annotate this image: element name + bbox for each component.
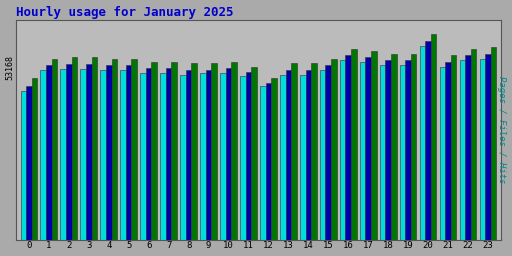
Bar	[152, 62, 157, 240]
Bar	[451, 55, 456, 240]
Bar	[271, 78, 277, 240]
Bar	[440, 67, 445, 240]
Bar	[490, 47, 496, 240]
Bar	[371, 50, 376, 240]
Y-axis label: Pages / Files / Hits: Pages / Files / Hits	[498, 76, 506, 184]
Bar	[26, 86, 32, 240]
Bar	[351, 49, 356, 240]
Bar	[266, 83, 271, 240]
Bar	[331, 59, 337, 240]
Bar	[291, 63, 297, 240]
Bar	[172, 62, 177, 240]
Bar	[386, 60, 391, 240]
Bar	[126, 65, 132, 240]
Bar	[300, 75, 306, 240]
Bar	[46, 65, 52, 240]
Bar	[100, 70, 106, 240]
Bar	[471, 49, 476, 240]
Bar	[240, 77, 246, 240]
Bar	[86, 65, 92, 240]
Bar	[260, 86, 266, 240]
Bar	[120, 70, 126, 240]
Bar	[226, 68, 231, 240]
Bar	[286, 70, 291, 240]
Bar	[431, 34, 436, 240]
Bar	[160, 73, 166, 240]
Bar	[445, 62, 451, 240]
Bar	[251, 67, 257, 240]
Bar	[306, 70, 311, 240]
Bar	[166, 68, 172, 240]
Bar	[180, 75, 186, 240]
Bar	[60, 69, 66, 240]
Bar	[380, 65, 386, 240]
Bar	[280, 75, 286, 240]
Bar	[112, 59, 117, 240]
Bar	[52, 59, 57, 240]
Bar	[246, 72, 251, 240]
Bar	[20, 91, 26, 240]
Bar	[211, 63, 217, 240]
Bar	[425, 41, 431, 240]
Bar	[326, 65, 331, 240]
Bar	[340, 60, 346, 240]
Bar	[406, 60, 411, 240]
Bar	[80, 69, 86, 240]
Bar	[220, 73, 226, 240]
Bar	[200, 73, 206, 240]
Bar	[32, 78, 37, 240]
Bar	[366, 57, 371, 240]
Bar	[106, 65, 112, 240]
Bar	[191, 63, 197, 240]
Bar	[146, 68, 152, 240]
Bar	[231, 62, 237, 240]
Bar	[485, 54, 490, 240]
Bar	[400, 65, 406, 240]
Bar	[411, 54, 416, 240]
Bar	[132, 59, 137, 240]
Bar	[465, 55, 471, 240]
Bar	[186, 70, 191, 240]
Bar	[320, 70, 326, 240]
Bar	[360, 62, 366, 240]
Bar	[92, 57, 97, 240]
Bar	[311, 63, 317, 240]
Bar	[72, 57, 77, 240]
Bar	[480, 59, 485, 240]
Bar	[346, 55, 351, 240]
Bar	[460, 60, 465, 240]
Bar	[40, 70, 46, 240]
Bar	[206, 70, 211, 240]
Bar	[66, 65, 72, 240]
Bar	[140, 73, 146, 240]
Text: Hourly usage for January 2025: Hourly usage for January 2025	[16, 6, 233, 18]
Bar	[391, 54, 396, 240]
Bar	[420, 46, 425, 240]
